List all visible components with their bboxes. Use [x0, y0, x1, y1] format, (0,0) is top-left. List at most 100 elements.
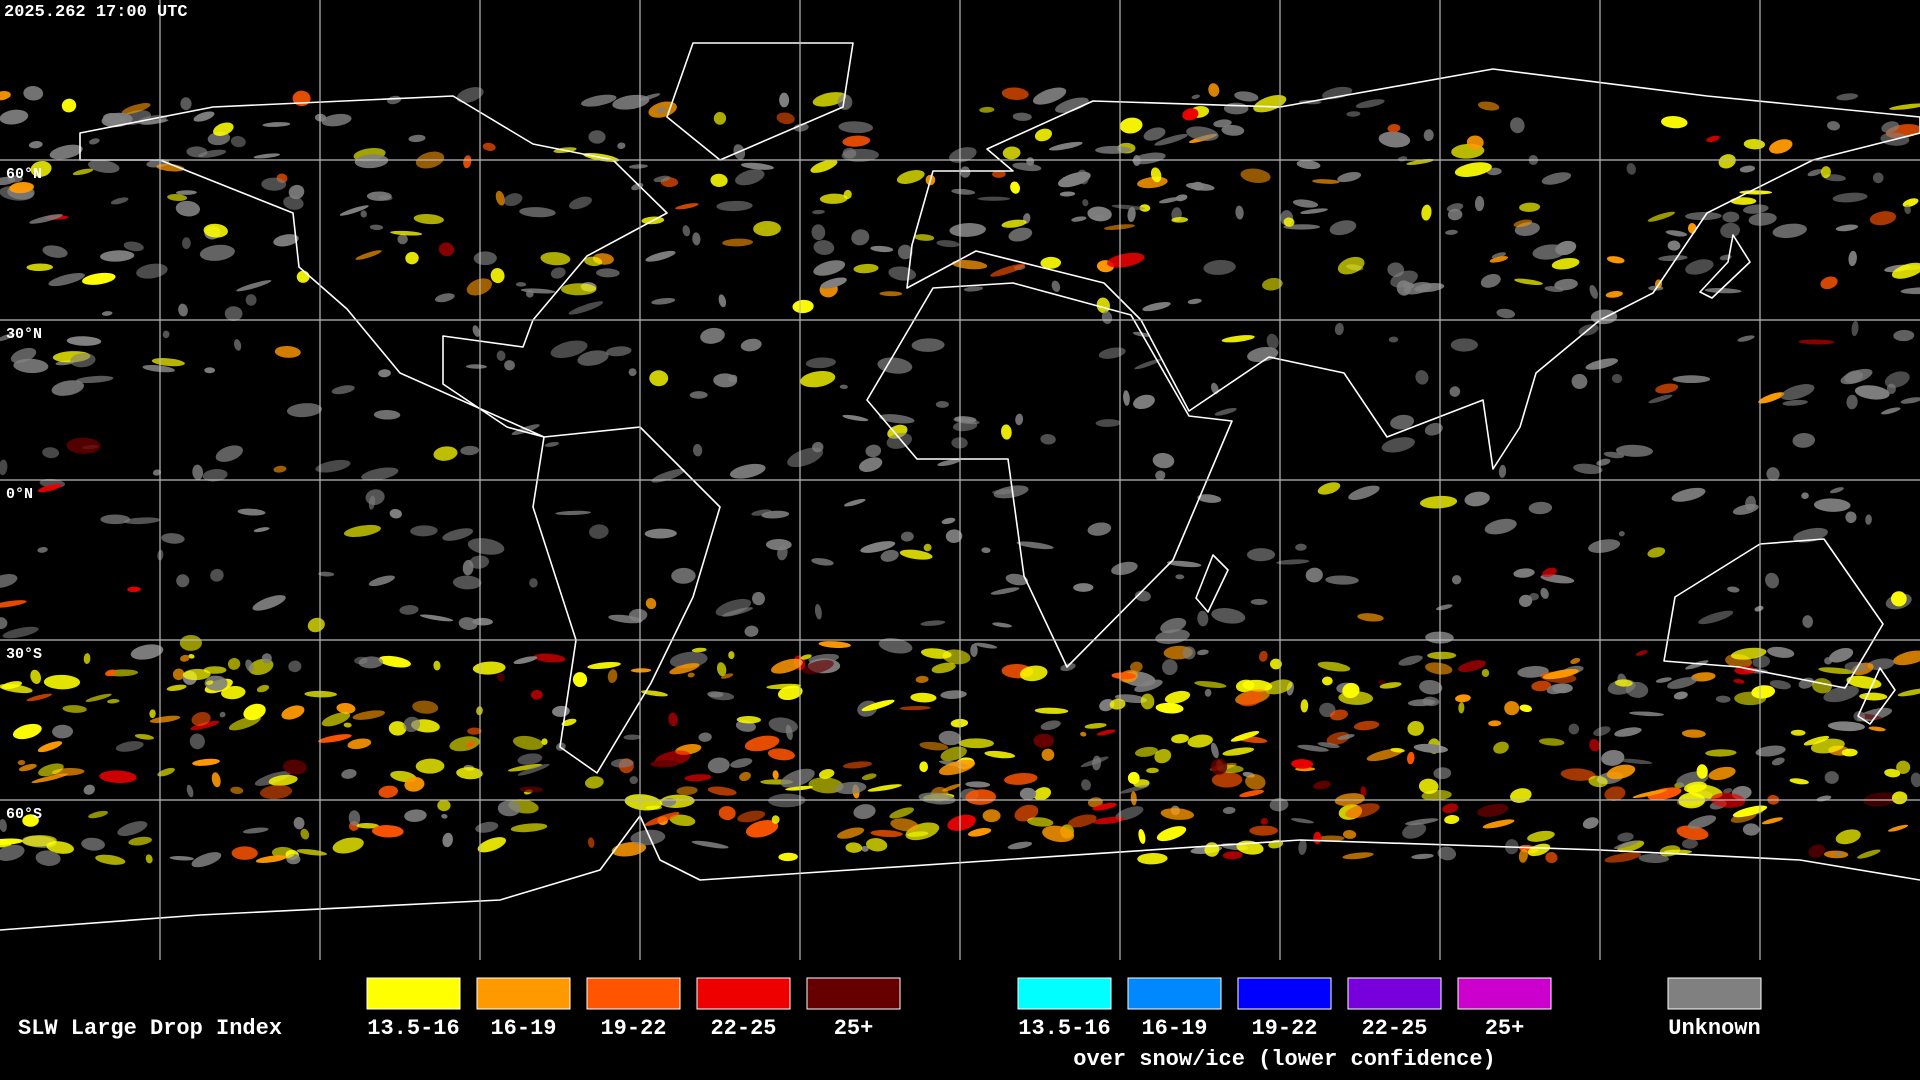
cloud-pixel — [1057, 171, 1091, 188]
cloud-pixel — [588, 130, 606, 144]
cloud-pixel — [399, 605, 419, 615]
cloud-pixel — [1398, 655, 1423, 666]
lat-label: 60°S — [6, 806, 42, 823]
cloud-pixel — [339, 205, 369, 216]
cloud-pixel — [1570, 657, 1581, 665]
cloud-pixel — [544, 441, 559, 447]
cloud-pixel — [1827, 721, 1865, 732]
cloud-pixel — [1554, 278, 1578, 291]
cloud-pixel — [859, 457, 883, 472]
cloud-pixel — [671, 567, 696, 584]
cloud-pixel — [1803, 735, 1830, 746]
cloud-pixel — [1617, 832, 1634, 842]
cloud-pixel — [7, 175, 23, 183]
cloud-pixel — [1290, 818, 1314, 824]
cloud-pixel — [919, 761, 929, 773]
cloud-pixel — [1896, 760, 1911, 774]
cloud-pixel — [354, 154, 389, 169]
cloud-pixel — [1466, 135, 1484, 150]
cloud-pixel — [1249, 825, 1279, 836]
cloud-pixel — [29, 214, 63, 224]
cloud-pixel — [1851, 320, 1859, 337]
cloud-pixel — [1845, 511, 1857, 524]
cloud-pixel — [805, 357, 836, 369]
cloud-pixel — [970, 643, 978, 657]
cloud-pixel — [818, 769, 835, 779]
cloud-pixel — [497, 800, 521, 817]
cloud-pixel — [0, 109, 29, 125]
cloud-pixel — [1766, 467, 1780, 481]
cloud-pixel — [1824, 657, 1833, 665]
cloud-pixel — [1042, 825, 1075, 843]
cloud-pixel — [1012, 162, 1042, 172]
cloud-pixel — [210, 568, 224, 582]
legend-caption: over snow/ice (lower confidence) — [1073, 1047, 1495, 1072]
cloud-pixel — [584, 256, 603, 267]
cloud-pixel — [1111, 672, 1136, 680]
cloud-pixel — [713, 111, 727, 125]
cloud-pixel — [1532, 244, 1566, 260]
cloud-pixel — [1542, 669, 1579, 680]
cloud-pixel — [1203, 259, 1236, 275]
cloud-pixel — [1478, 101, 1500, 111]
cloud-pixel — [938, 759, 976, 776]
cloud-pixel — [253, 153, 281, 159]
cloud-pixel — [992, 622, 1012, 628]
cloud-pixel — [26, 693, 52, 702]
cloud-pixel — [477, 837, 507, 853]
cloud-pixel — [0, 818, 7, 833]
cloud-pixel — [879, 291, 903, 297]
cloud-pixel — [1238, 691, 1263, 707]
cloud-pixel — [107, 698, 120, 704]
cloud-pixel — [30, 669, 41, 684]
cloud-pixel — [1661, 116, 1688, 129]
cloud-pixel — [735, 169, 765, 186]
cloud-pixel — [315, 459, 351, 473]
cloud-pixel — [1531, 680, 1552, 692]
cloud-pixel — [1481, 668, 1490, 678]
legend-label: 22-25 — [710, 1016, 776, 1041]
cloud-pixel — [1588, 775, 1608, 788]
cloud-pixel — [1266, 333, 1279, 350]
cloud-pixel — [687, 672, 695, 678]
cloud-pixel — [842, 135, 871, 147]
cloud-pixel — [179, 634, 202, 651]
cloud-pixel — [1832, 192, 1868, 203]
cloud-pixel — [1222, 806, 1236, 815]
cloud-pixel — [914, 234, 935, 241]
cloud-pixel — [438, 242, 455, 257]
cloud-pixel — [979, 106, 995, 113]
cloud-pixel — [1158, 197, 1181, 204]
cloud-pixel — [413, 214, 444, 225]
cloud-pixel — [1187, 298, 1202, 305]
cloud-pixel — [861, 773, 877, 781]
cloud-pixel — [274, 346, 301, 358]
lat-label: 60°N — [6, 166, 42, 183]
cloud-pixel — [700, 327, 725, 344]
cloud-pixel — [331, 385, 355, 395]
cloud-pixel — [157, 767, 175, 777]
cloud-pixel — [343, 722, 352, 728]
cloud-pixel — [1869, 211, 1897, 226]
cloud-pixel — [1298, 839, 1307, 855]
cloud-pixel — [242, 827, 269, 834]
legend-label: 25+ — [1485, 1016, 1525, 1041]
cloud-pixel — [1820, 276, 1838, 290]
cloud-pixel — [193, 111, 215, 122]
cloud-pixel — [644, 528, 677, 539]
cloud-pixel — [1390, 414, 1415, 430]
cloud-pixel — [860, 541, 896, 553]
cloud-pixel — [1739, 165, 1756, 173]
cloud-pixel — [1458, 702, 1465, 714]
cloud-pixel — [960, 166, 971, 178]
cloud-pixel — [234, 339, 242, 351]
cloud-pixel — [787, 447, 824, 468]
cloud-pixel — [519, 786, 544, 793]
cloud-pixel — [282, 759, 307, 775]
cloud-pixel — [1673, 691, 1688, 700]
cloud-pixel — [30, 160, 52, 177]
coast-eurasia — [906, 68, 1920, 470]
cloud-pixel — [889, 807, 914, 819]
cloud-pixel — [1705, 749, 1737, 757]
cloud-pixel — [1186, 126, 1219, 141]
